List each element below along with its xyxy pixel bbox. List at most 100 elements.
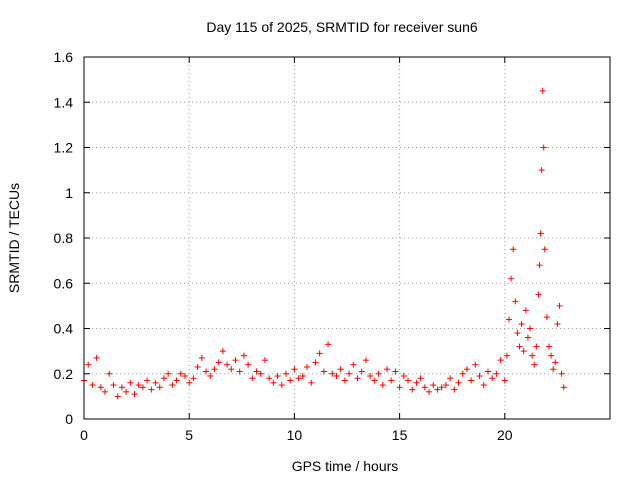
data-point: [337, 366, 344, 373]
x-tick-label: 0: [80, 427, 88, 443]
data-point: [417, 375, 424, 382]
data-point: [388, 377, 395, 384]
data-point: [396, 384, 403, 391]
y-tick-label: 1: [65, 185, 73, 201]
grid: [84, 57, 610, 419]
data-point: [291, 366, 298, 373]
data-point: [539, 87, 546, 94]
data-point: [203, 368, 210, 375]
y-tick-label: 1.6: [54, 49, 74, 65]
data-point: [421, 384, 428, 391]
data-point: [554, 320, 561, 327]
data-point: [493, 370, 500, 377]
data-point: [527, 325, 534, 332]
data-point: [181, 373, 188, 380]
data-point: [362, 357, 369, 364]
data-point: [114, 393, 121, 400]
y-tick-label: 0.6: [54, 275, 74, 291]
data-point: [367, 373, 374, 380]
data-point: [211, 366, 218, 373]
plot-frame: [83, 56, 611, 420]
x-axis-title: GPS time / hours: [292, 458, 399, 474]
data-point: [529, 352, 536, 359]
data-point: [541, 246, 548, 253]
data-point: [497, 357, 504, 364]
data-point: [316, 350, 323, 357]
data-point: [127, 379, 134, 386]
data-point: [510, 246, 517, 253]
data-point: [558, 370, 565, 377]
data-point: [524, 334, 531, 341]
data-point: [190, 375, 197, 382]
data-point: [480, 382, 487, 389]
x-tick-label: 15: [392, 427, 408, 443]
data-point: [503, 352, 510, 359]
data-point: [236, 368, 243, 375]
data-point: [371, 377, 378, 384]
data-point: [537, 230, 544, 237]
data-point: [430, 382, 437, 389]
data-point: [93, 354, 100, 361]
data-point: [346, 370, 353, 377]
data-point: [463, 366, 470, 373]
data-point: [341, 377, 348, 384]
data-point: [232, 357, 239, 364]
data-point: [531, 361, 538, 368]
data-point: [270, 379, 277, 386]
data-point: [106, 370, 113, 377]
y-tick-label: 1.2: [54, 140, 74, 156]
data-point: [512, 298, 519, 305]
chart-title: Day 115 of 2025, SRMTID for receiver sun…: [206, 19, 478, 35]
data-point: [409, 386, 416, 393]
data-point: [538, 167, 545, 174]
data-point: [249, 375, 256, 382]
data-point: [215, 359, 222, 366]
data-point: [379, 382, 386, 389]
data-point: [135, 382, 142, 389]
y-tick-label: 0: [65, 411, 73, 427]
data-point: [548, 352, 555, 359]
data-point: [375, 370, 382, 377]
data-point: [358, 368, 365, 375]
data-point: [123, 388, 130, 395]
data-point: [139, 384, 146, 391]
data-point: [295, 375, 302, 382]
data-point: [472, 361, 479, 368]
data-point: [400, 373, 407, 380]
x-tick-label: 5: [185, 427, 193, 443]
y-tick-label: 0.4: [54, 321, 74, 337]
data-point: [165, 370, 172, 377]
data-point: [426, 388, 433, 395]
data-point: [177, 370, 184, 377]
data-point: [102, 388, 109, 395]
data-point: [405, 377, 412, 384]
data-point: [556, 302, 563, 309]
data-point: [459, 370, 466, 377]
data-point: [413, 379, 420, 386]
data-point: [508, 275, 515, 282]
data-point: [392, 368, 399, 375]
data-point: [552, 359, 559, 366]
data-point: [350, 361, 357, 368]
data-point: [224, 361, 231, 368]
data-point: [455, 379, 462, 386]
data-point: [533, 343, 540, 350]
data-points: [81, 87, 567, 400]
y-tick-label: 0.8: [54, 230, 74, 246]
data-point: [514, 330, 521, 337]
y-tick-label: 1.4: [54, 94, 74, 110]
data-point: [240, 352, 247, 359]
y-axis-title: SRMTID / TECUs: [6, 183, 22, 293]
data-point: [522, 307, 529, 314]
data-point: [438, 384, 445, 391]
data-point: [274, 373, 281, 380]
data-point: [447, 375, 454, 382]
data-point: [468, 377, 475, 384]
axis-ticks: 0 5 10 15 20 0 0.2 0.4 0.6 0.8 1 1.2 1.4 1.6: [54, 49, 610, 443]
data-point: [89, 382, 96, 389]
data-point: [282, 370, 289, 377]
data-point: [484, 368, 491, 375]
data-point: [451, 386, 458, 393]
data-point: [506, 316, 513, 323]
